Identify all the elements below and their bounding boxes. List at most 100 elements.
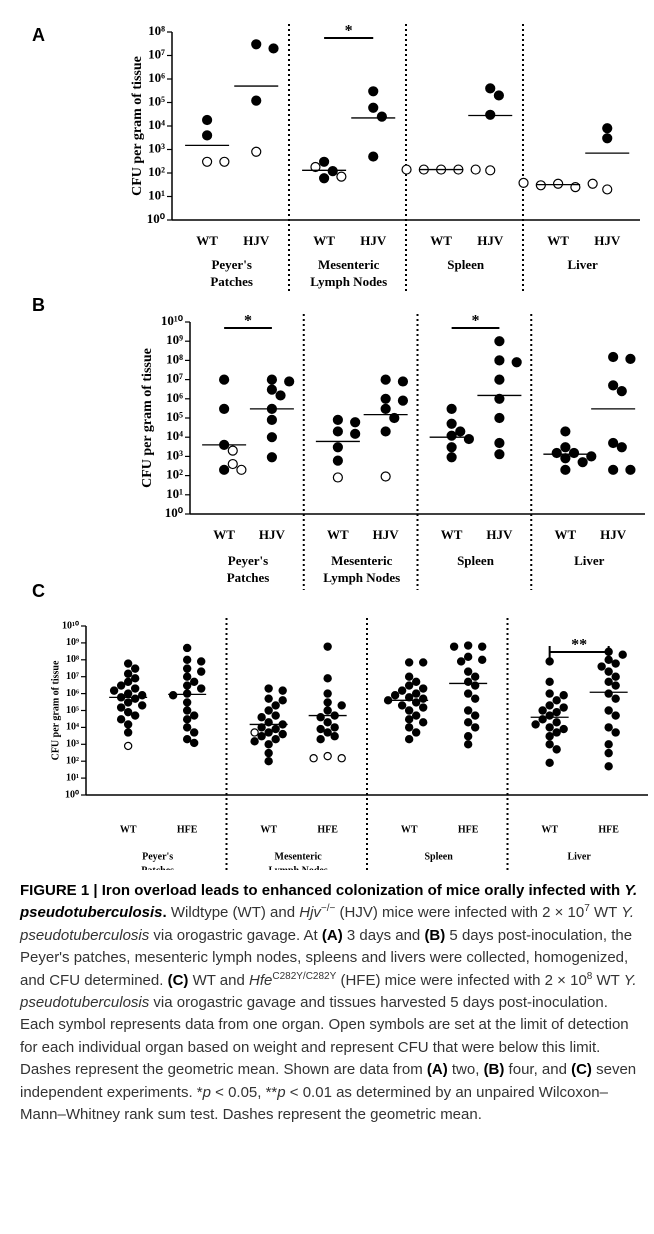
caption-text: Y. pseudotuberculosis [20, 904, 634, 944]
point [418, 684, 428, 693]
point [182, 681, 192, 690]
point [323, 706, 332, 715]
point [323, 689, 332, 698]
point [560, 453, 571, 464]
point [411, 728, 421, 737]
caption-text: 5 days post-inoculation, the Peyer's pat… [20, 926, 633, 989]
point [404, 658, 414, 667]
group-label: Peyer's [142, 851, 173, 862]
point [330, 732, 339, 741]
point [604, 667, 613, 676]
point [611, 728, 620, 737]
point [494, 374, 505, 385]
x-tick-label: WT [196, 233, 218, 248]
y-tick-label: 10² [166, 467, 183, 482]
x-tick-label: HJV [486, 527, 513, 542]
point [196, 657, 206, 666]
point [404, 672, 414, 681]
point [618, 650, 627, 659]
point [123, 659, 133, 668]
point [625, 464, 636, 475]
y-axis-label: CFU per gram of tissue [140, 348, 155, 488]
caption-text: via orogastric gavage. At [149, 926, 322, 944]
point [463, 652, 473, 662]
point [478, 655, 487, 665]
point [350, 428, 361, 439]
caption-text: WT and [188, 971, 249, 989]
x-tick-label: WT [313, 233, 335, 248]
point [316, 713, 325, 722]
point [418, 658, 428, 667]
point [319, 173, 330, 184]
point [545, 723, 554, 732]
point [552, 707, 561, 717]
point [284, 376, 295, 387]
point [376, 111, 387, 122]
open-point [227, 458, 238, 470]
x-tick-label: HJV [243, 233, 270, 248]
open-point [310, 161, 321, 173]
y-tick-label: 10⁰ [65, 789, 79, 800]
caption-text: Y. pseudotuberculosis [20, 971, 637, 1012]
open-point [219, 156, 230, 167]
point [130, 711, 140, 720]
caption-text: (A) [426, 1061, 448, 1079]
open-point [337, 754, 346, 763]
point [463, 433, 475, 445]
point [604, 677, 613, 686]
point [397, 686, 407, 695]
point [380, 403, 391, 414]
point [545, 677, 554, 686]
point [189, 728, 199, 737]
point [449, 642, 459, 651]
point [568, 447, 580, 459]
x-tick-label: WT [441, 527, 463, 542]
point [485, 83, 496, 94]
y-tick-label: 10⁸ [148, 23, 165, 38]
point [275, 390, 286, 401]
open-point [332, 472, 343, 483]
point [266, 432, 277, 443]
point [470, 711, 480, 720]
open-point [250, 728, 259, 737]
point [196, 667, 206, 676]
point [559, 691, 568, 700]
group-label: Lymph Nodes [323, 570, 400, 585]
point [494, 393, 505, 404]
open-point [602, 184, 613, 195]
point [327, 166, 338, 177]
y-tick-label: 10⁴ [148, 117, 165, 132]
point [390, 691, 400, 700]
point [182, 672, 192, 681]
point [271, 711, 280, 720]
y-tick-label: 10³ [166, 447, 183, 462]
point [130, 674, 140, 683]
point [545, 732, 554, 741]
point [611, 711, 620, 720]
x-tick-label: WT [401, 824, 418, 835]
point [182, 643, 192, 653]
y-tick-label: 10⁵ [166, 409, 183, 424]
group-label: Liver [567, 851, 591, 862]
figure-caption: FIGURE 1 | Iron overload leads to enhanc… [20, 880, 640, 1126]
point [560, 442, 571, 453]
significance-label: ** [571, 637, 587, 654]
open-point [587, 178, 598, 189]
open-point [401, 164, 412, 175]
y-tick-label: 10⁴ [66, 722, 79, 733]
point [202, 130, 213, 141]
group-label: Peyer's [211, 257, 251, 272]
point [493, 90, 504, 101]
caption-text: < 0.05, ** [210, 1083, 278, 1101]
point [463, 667, 473, 676]
point [552, 728, 561, 737]
x-tick-label: HFE [317, 824, 338, 835]
point [123, 689, 133, 698]
point [116, 703, 126, 712]
y-tick-label: 10⁸ [166, 351, 183, 366]
point [251, 95, 262, 106]
point [616, 442, 627, 453]
x-tick-label: WT [541, 824, 558, 835]
point [470, 723, 480, 732]
point [278, 729, 287, 739]
